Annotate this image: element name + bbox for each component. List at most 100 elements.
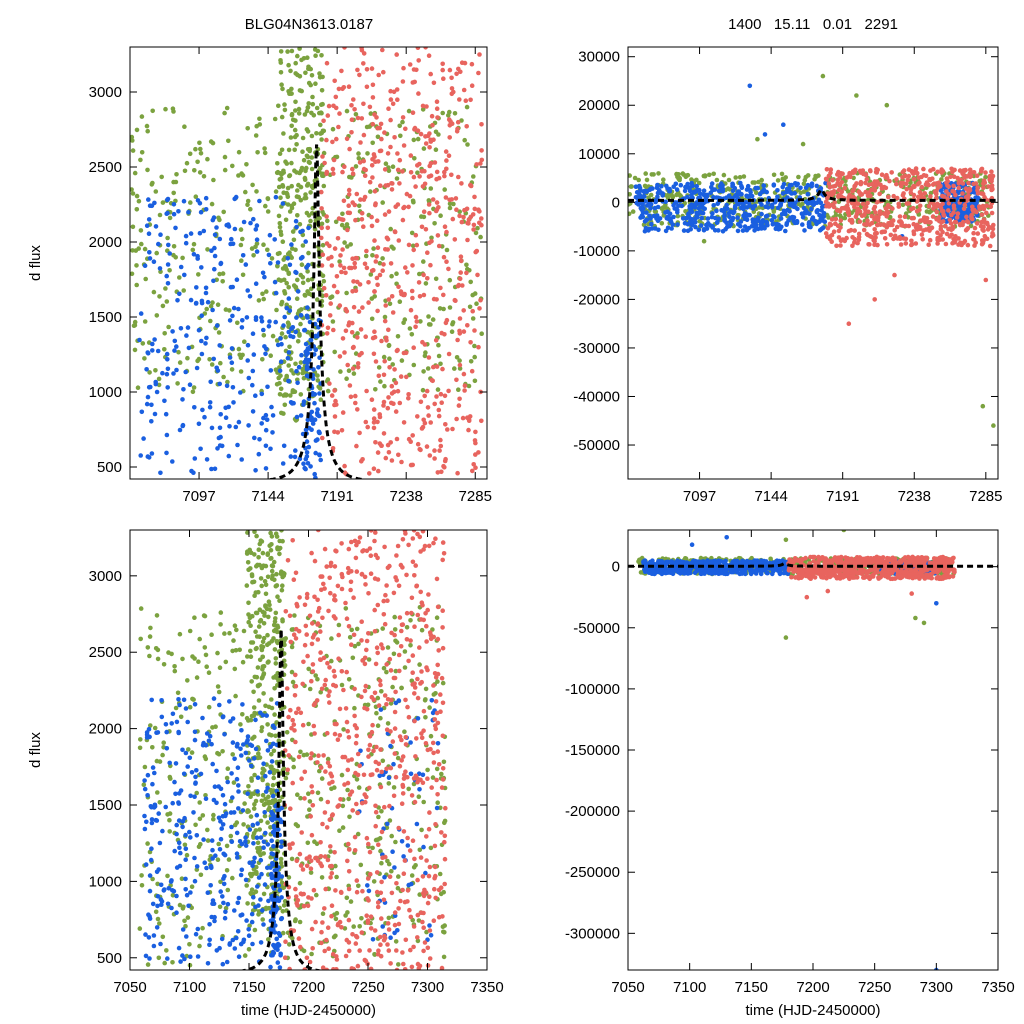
green-point bbox=[783, 175, 788, 180]
red-point bbox=[364, 248, 369, 254]
green-point bbox=[349, 175, 354, 180]
green-point bbox=[421, 799, 427, 805]
green-point bbox=[173, 705, 179, 711]
y-tick-label: 20000 bbox=[578, 97, 620, 114]
blue-point bbox=[664, 183, 669, 189]
red-point bbox=[897, 236, 903, 241]
green-point bbox=[277, 392, 283, 397]
blue-point bbox=[263, 427, 269, 433]
red-point bbox=[454, 377, 459, 383]
green-point bbox=[175, 381, 180, 386]
green-point bbox=[315, 378, 321, 383]
red-point bbox=[434, 106, 440, 111]
red-point bbox=[967, 174, 973, 180]
red-point bbox=[947, 226, 953, 231]
red-point bbox=[338, 263, 343, 268]
red-point bbox=[900, 169, 906, 175]
red-point bbox=[903, 241, 909, 246]
red-point bbox=[374, 218, 380, 223]
red-point bbox=[420, 339, 425, 345]
green-point bbox=[263, 203, 268, 209]
green-point bbox=[163, 106, 168, 112]
red-point bbox=[342, 47, 347, 50]
blue-point bbox=[301, 402, 306, 407]
green-point bbox=[333, 863, 338, 869]
red-point bbox=[442, 393, 448, 399]
blue-point bbox=[259, 319, 265, 324]
red-point bbox=[382, 318, 388, 324]
green-point bbox=[216, 215, 221, 221]
red-point bbox=[330, 139, 335, 145]
green-point bbox=[265, 247, 270, 253]
blue-point bbox=[144, 819, 149, 825]
blue-point bbox=[714, 220, 720, 225]
green-point bbox=[155, 881, 160, 887]
blue-point bbox=[771, 221, 776, 227]
blue-point bbox=[675, 222, 680, 227]
red-point bbox=[349, 103, 354, 108]
green-point bbox=[457, 209, 463, 214]
green-point bbox=[388, 701, 394, 706]
red-point bbox=[461, 329, 467, 334]
blue-point bbox=[641, 193, 647, 199]
red-point bbox=[321, 285, 327, 291]
red-point bbox=[473, 429, 478, 435]
blue-point bbox=[763, 214, 769, 219]
blue-point bbox=[727, 214, 732, 220]
blue-point bbox=[178, 326, 184, 331]
red-point bbox=[877, 191, 882, 197]
green-point bbox=[256, 624, 262, 629]
blue-point bbox=[248, 220, 253, 226]
red-point bbox=[367, 471, 372, 476]
blue-point bbox=[208, 379, 213, 385]
blue-point bbox=[151, 259, 157, 265]
red-point bbox=[968, 169, 974, 174]
red-point bbox=[472, 194, 477, 200]
red-point bbox=[440, 61, 446, 67]
red-point bbox=[471, 227, 476, 232]
blue-point bbox=[685, 181, 690, 187]
blue-point bbox=[174, 719, 180, 725]
blue-point bbox=[169, 878, 174, 883]
red-point bbox=[971, 181, 976, 187]
red-point bbox=[458, 254, 464, 259]
green-point bbox=[279, 331, 285, 336]
green-point bbox=[224, 868, 230, 873]
green-point bbox=[425, 366, 431, 371]
green-point bbox=[287, 209, 293, 214]
green-point bbox=[261, 802, 267, 808]
green-point bbox=[411, 362, 417, 368]
green-point bbox=[278, 70, 284, 75]
green-point bbox=[370, 845, 375, 851]
blue-point bbox=[176, 730, 181, 736]
green-point bbox=[342, 926, 348, 931]
blue-point bbox=[147, 256, 153, 261]
green-point bbox=[261, 691, 266, 696]
green-point bbox=[298, 795, 303, 801]
red-point bbox=[928, 168, 933, 173]
green-point bbox=[299, 88, 305, 94]
green-point bbox=[172, 668, 178, 674]
red-point bbox=[466, 418, 472, 424]
red-point bbox=[984, 203, 990, 208]
green-point bbox=[737, 175, 743, 180]
blue-point bbox=[202, 414, 207, 420]
red-point bbox=[868, 168, 873, 174]
blue-point bbox=[245, 358, 250, 363]
green-point bbox=[292, 147, 298, 153]
green-point bbox=[290, 679, 296, 685]
red-point bbox=[383, 247, 388, 252]
red-point bbox=[950, 188, 955, 194]
blue-point bbox=[651, 213, 657, 219]
blue-point bbox=[653, 226, 658, 231]
green-point bbox=[415, 938, 421, 944]
blue-point bbox=[236, 789, 241, 794]
red-point bbox=[400, 79, 406, 84]
blue-point bbox=[226, 453, 232, 459]
red-point bbox=[329, 393, 335, 398]
green-point bbox=[275, 594, 280, 599]
green-point bbox=[263, 905, 269, 911]
blue-point bbox=[738, 219, 744, 224]
green-point bbox=[249, 246, 255, 251]
green-point bbox=[245, 202, 250, 207]
